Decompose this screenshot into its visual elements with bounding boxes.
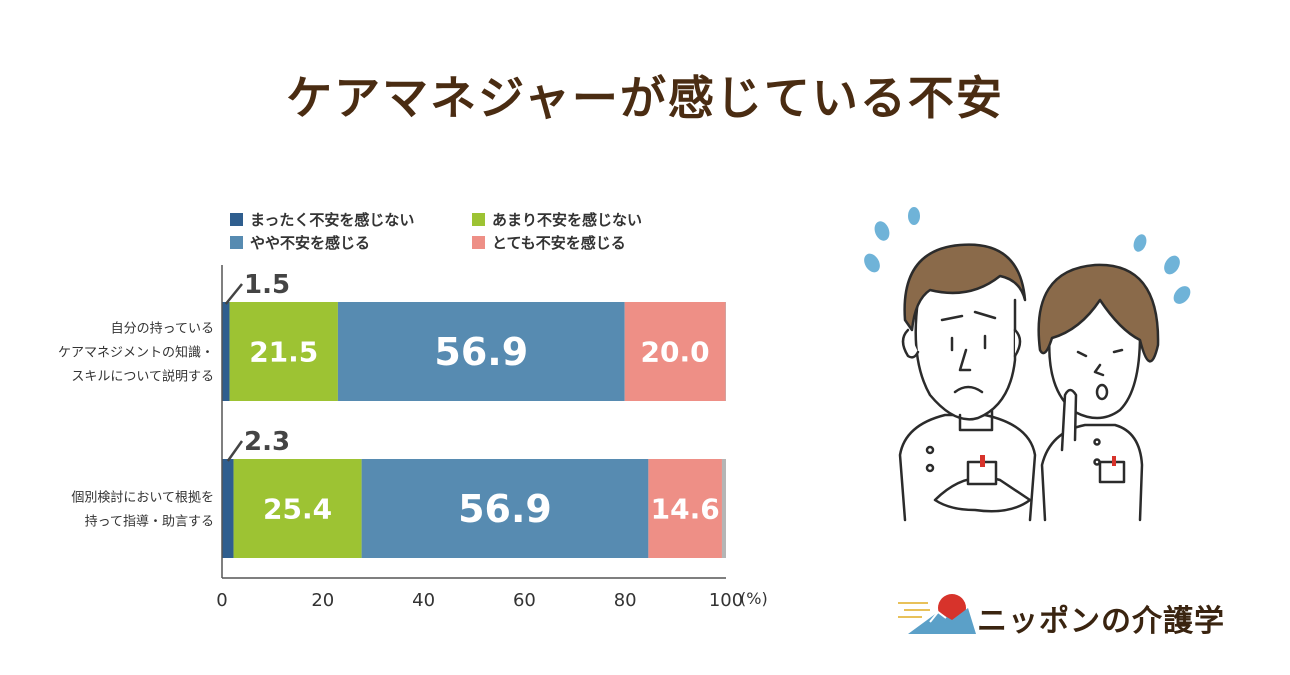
legend-label: やや不安を感じる (250, 234, 370, 252)
logo-mark-icon (898, 594, 976, 634)
legend-label: まったく不安を感じない (250, 211, 414, 229)
sweat-drop-icon (864, 207, 1191, 304)
legend-label: あまり不安を感じない (492, 211, 642, 229)
x-tick-label: 0 (216, 590, 227, 611)
legend-swatch (230, 236, 243, 249)
legend-swatch (230, 213, 243, 226)
leader-line (224, 283, 243, 305)
data-label: 20.0 (641, 336, 710, 369)
legend-swatch (472, 236, 485, 249)
data-label: 56.9 (434, 330, 528, 374)
category-label: 個別検討において根拠を持って指導・助言する (71, 490, 214, 530)
legend-label: とても不安を感じる (492, 234, 626, 252)
bar-segment (233, 459, 362, 558)
woman-figure (1037, 263, 1160, 522)
x-tick-label: 80 (614, 590, 637, 611)
bar-segment (624, 302, 726, 401)
bar-remainder (725, 302, 726, 401)
page-title: ケアマネジャーが感じている不安 (286, 71, 1004, 125)
chart-bars: 1.5 21.5 56.9 20.0 自分の持っているケアマネジメントの知識・スキルにつ… (58, 270, 726, 558)
bar-segment (222, 302, 230, 401)
data-label: 14.6 (651, 493, 720, 526)
bar-segment (222, 459, 234, 558)
data-label: 56.9 (458, 487, 552, 531)
legend-swatch (472, 213, 485, 226)
bar-remainder (721, 459, 726, 558)
data-label: 2.3 (244, 427, 290, 457)
data-label: 21.5 (249, 336, 318, 369)
x-tick-label: 100 (709, 590, 743, 611)
bar-segment (361, 459, 649, 558)
man-figure (898, 243, 1037, 522)
bar-segment (337, 302, 625, 401)
data-label: 1.5 (244, 270, 290, 300)
chart-axis: 0 20 40 60 80 100(%) (216, 265, 768, 611)
x-tick-label: 20 (311, 590, 334, 611)
leader-line (226, 440, 244, 462)
brand-name: ニッポンの介護学 (977, 604, 1225, 639)
category-label: 自分の持っているケアマネジメントの知識・スキルについて説明する (58, 322, 214, 385)
worried-care-workers-illustration (864, 207, 1191, 522)
bar-segment (648, 459, 722, 558)
data-label: 25.4 (263, 493, 332, 526)
x-tick-label: 60 (513, 590, 536, 611)
bar-segment (229, 302, 338, 401)
x-unit-label: (%) (740, 589, 768, 608)
x-tick-label: 40 (412, 590, 435, 611)
